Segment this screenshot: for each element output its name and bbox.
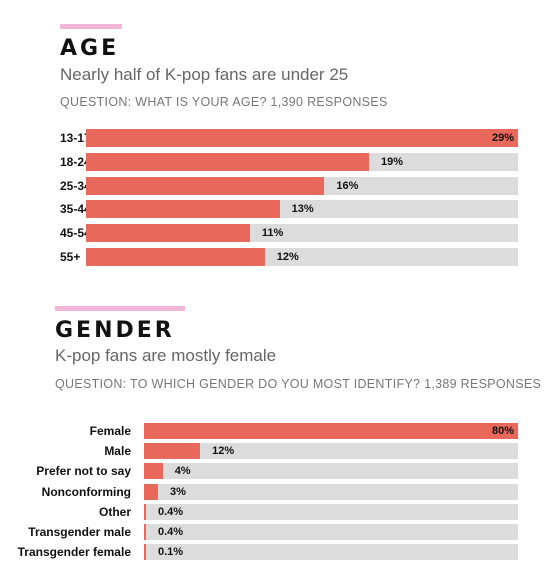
bar-row: 18-24 19% <box>0 152 560 171</box>
bar-row: 55+ 12% <box>0 248 560 266</box>
bar <box>144 423 518 439</box>
category-label: 35-44 <box>60 202 91 217</box>
bar <box>144 544 146 561</box>
value-label: 4% <box>174 465 191 478</box>
category-label: Nonconforming <box>41 484 131 499</box>
category-label: Transgender female <box>17 545 131 560</box>
age-section-title: AGE <box>60 36 120 61</box>
bar <box>86 176 325 195</box>
bar <box>86 129 518 147</box>
bar <box>144 483 159 500</box>
gender-question-note: QUESTION: TO WHICH GENDER DO YOU MOST ID… <box>55 377 542 391</box>
value-label: 19% <box>381 155 404 168</box>
value-label: 12% <box>212 445 235 458</box>
value-label: 0.4% <box>158 526 184 538</box>
bar <box>144 524 146 540</box>
age-question-note: QUESTION: WHAT IS YOUR AGE? 1,390 RESPON… <box>60 95 388 109</box>
bar-row: Prefer not to say 4% <box>0 463 560 480</box>
value-label: 11% <box>261 227 284 240</box>
bar-row: Transgender female 0.1% <box>0 544 560 561</box>
bar <box>144 443 201 460</box>
value-label: 13% <box>291 203 314 216</box>
bar-track <box>144 443 518 460</box>
gender-subtitle: K-pop fans are mostly female <box>55 346 277 365</box>
bar <box>86 224 250 243</box>
bar-track <box>144 524 518 540</box>
bar <box>86 248 265 266</box>
bar-row: Transgender male 0.4% <box>0 524 560 540</box>
bar-track <box>144 463 518 480</box>
category-label: Transgender male <box>28 525 131 539</box>
bar-row: 25-34 16% <box>0 176 560 195</box>
value-label: 3% <box>170 485 186 498</box>
value-label: 0.1% <box>158 546 184 559</box>
gender-section-title: GENDER <box>55 318 175 343</box>
age-subtitle: Nearly half of K-pop fans are under 25 <box>60 65 349 84</box>
category-label: Other <box>98 504 131 519</box>
bar-row: Other 0.4% <box>0 503 560 520</box>
category-label: Female <box>89 424 131 438</box>
bar <box>144 503 146 520</box>
category-label: Prefer not to say <box>36 464 131 479</box>
age-accent-line <box>60 24 122 29</box>
bar-row: Nonconforming 3% <box>0 483 560 500</box>
bar-row: 45-54 11% <box>0 224 560 243</box>
bar-track <box>86 224 518 243</box>
value-label: 29% <box>491 132 514 144</box>
category-label: 45-54 <box>60 226 91 241</box>
bar-row: 13-17 29% <box>0 129 560 147</box>
bar <box>144 463 163 480</box>
bar-track <box>144 423 518 439</box>
bar-row: Male 12% <box>0 443 560 460</box>
bar-track <box>86 248 518 266</box>
category-label: 18-24 <box>60 154 91 169</box>
value-label: 80% <box>491 425 514 437</box>
bar-row: 35-44 13% <box>0 200 560 219</box>
gender-accent-line <box>55 306 185 311</box>
bar-track <box>86 152 518 171</box>
bar-track <box>86 129 518 147</box>
category-label: 13-17 <box>60 131 91 145</box>
value-label: 16% <box>336 179 359 192</box>
bar-track <box>144 503 518 520</box>
value-label: 12% <box>276 251 299 263</box>
bar-track <box>86 200 518 219</box>
bar-track <box>144 544 518 561</box>
bar <box>86 152 370 171</box>
category-label: 25-34 <box>60 178 91 193</box>
category-label: Male <box>104 444 131 459</box>
bar-row: Female 80% <box>0 423 560 439</box>
value-label: 0.4% <box>158 505 184 518</box>
category-label: 55+ <box>60 250 81 264</box>
bar-track <box>86 176 518 195</box>
bar-track <box>144 483 518 500</box>
bar <box>86 200 280 219</box>
